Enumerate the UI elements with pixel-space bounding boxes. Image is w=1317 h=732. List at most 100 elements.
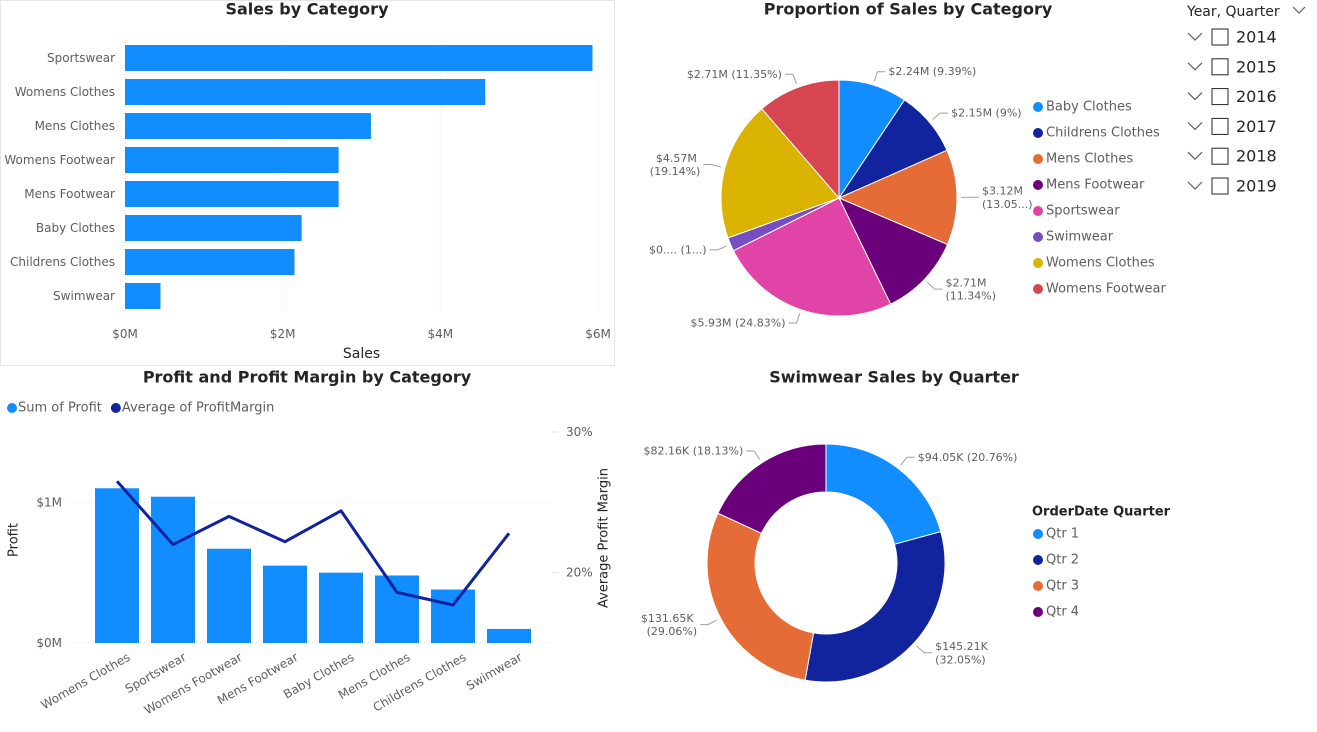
pie-slice [720,108,840,239]
y-tick-label: Baby Clothes [36,221,115,235]
data-label-line: (19.14%) [650,165,701,178]
legend-marker [1033,607,1043,617]
legend-marker [1033,555,1043,565]
donut-slice [706,512,815,681]
leader-line [703,164,722,168]
legend-marker [7,403,17,413]
data-label-line: $4.57M [656,151,700,164]
leader-line [900,456,915,466]
bar [125,79,486,105]
legend-label: Qtr 1 [1046,527,1079,542]
x-tick-label: Womens Clothes [39,650,133,712]
data-label: $5.93M (24.83%) [691,316,786,329]
data-label: $94.05K (20.76%) [918,451,1018,464]
legend-title: OrderDate Quarter [1032,505,1171,520]
bar [263,565,307,643]
leader-line [926,281,943,290]
y2-tick-label: 20% [566,566,593,580]
legend-marker [1033,206,1043,216]
y-tick-label: Childrens Clothes [10,255,115,269]
x-tick-label: $2M [270,327,296,341]
pie-slice [761,79,840,200]
data-label-line: (29.06%) [647,625,698,638]
bar [125,45,593,71]
bar [207,548,251,643]
bar [125,113,371,139]
bar [431,589,475,643]
slicer-item[interactable]: 2017 [1236,117,1277,136]
slicer-item[interactable]: 2014 [1236,28,1277,47]
expand-chevron[interactable] [1187,151,1203,161]
y2-axis-title: Average Profit Margin [597,468,612,608]
slicer-item[interactable]: 2019 [1236,177,1277,196]
legend-label: Womens Footwear [1046,282,1166,297]
data-label: $145.21K (32.05%) [935,640,991,666]
legend-label: Sportswear [1046,204,1120,219]
leader-line [916,645,933,654]
data-label: $2.71M (11.35%) [687,68,782,81]
y-tick-label: $1M [36,495,62,509]
legend-marker [1033,581,1043,591]
donut-slice [717,443,827,534]
legend-marker [1033,180,1043,190]
checkbox[interactable] [1211,177,1229,195]
legend-label: Womens Clothes [1046,256,1155,271]
legend-marker [1033,154,1043,164]
slicer-title: Year, Quarter [1186,4,1280,20]
x-axis-title: Sales [343,346,380,362]
checkbox[interactable] [1211,147,1229,165]
donut-slice [825,443,942,545]
checkbox[interactable] [1211,58,1229,76]
expand-chevron[interactable] [1187,92,1203,101]
expand-chevron[interactable] [1187,121,1203,131]
bar [125,249,295,275]
legend-label: Qtr 4 [1046,605,1079,620]
checkbox[interactable] [1211,88,1229,106]
y-axis-title: Profit [7,523,22,557]
slicer-item[interactable]: 2018 [1236,147,1277,166]
bar [487,628,531,643]
data-label-line: (13.05...) [982,197,1033,210]
checkbox[interactable] [1211,117,1229,135]
bar [125,181,339,207]
data-label-line: $3.12M [982,184,1026,197]
data-label: $2.71M (11.34%) [946,276,997,302]
x-tick-label: $0M [112,327,138,341]
panel-border [0,0,615,366]
checkbox[interactable] [1211,28,1229,46]
expand-chevron[interactable] [1187,32,1203,41]
legend-marker [1033,529,1043,539]
pie-slice [732,197,892,317]
y-tick-label: Mens Clothes [35,119,115,133]
leader-line [700,619,718,626]
x-tick-label: $6M [585,327,611,341]
expand-chevron[interactable] [1187,181,1203,190]
chart-title: Swimwear Sales by Quarter [769,368,1019,387]
data-label-line: (32.05%) [935,653,986,666]
legend-label: Swimwear [1046,230,1114,245]
slicer-item[interactable]: 2016 [1236,87,1277,106]
chart-title: Sales by Category [225,0,389,19]
x-tick-label: Swimwear [464,650,525,693]
donut-slice [804,531,946,683]
data-label: $0.... (1...) [649,243,707,256]
bar [95,488,139,643]
leader-line [784,73,797,84]
y-tick-label: Swimwear [53,289,115,303]
legend-marker [1033,128,1043,138]
y-tick-label: $0M [36,636,62,650]
bar [125,147,339,173]
y-tick-label: Sportswear [47,51,115,65]
data-label: $2.15M (9%) [951,107,1022,120]
legend-marker [1033,258,1043,268]
bar [319,572,363,643]
bar [125,215,302,241]
leader-line [788,313,801,324]
expand-chevron[interactable] [1187,62,1203,71]
data-label-line: $2.71M [946,276,990,289]
slicer-item[interactable]: 2015 [1236,57,1277,76]
legend-label: Qtr 3 [1046,579,1079,594]
data-label-line: $131.65K [641,611,697,624]
pie-slice [837,149,958,246]
